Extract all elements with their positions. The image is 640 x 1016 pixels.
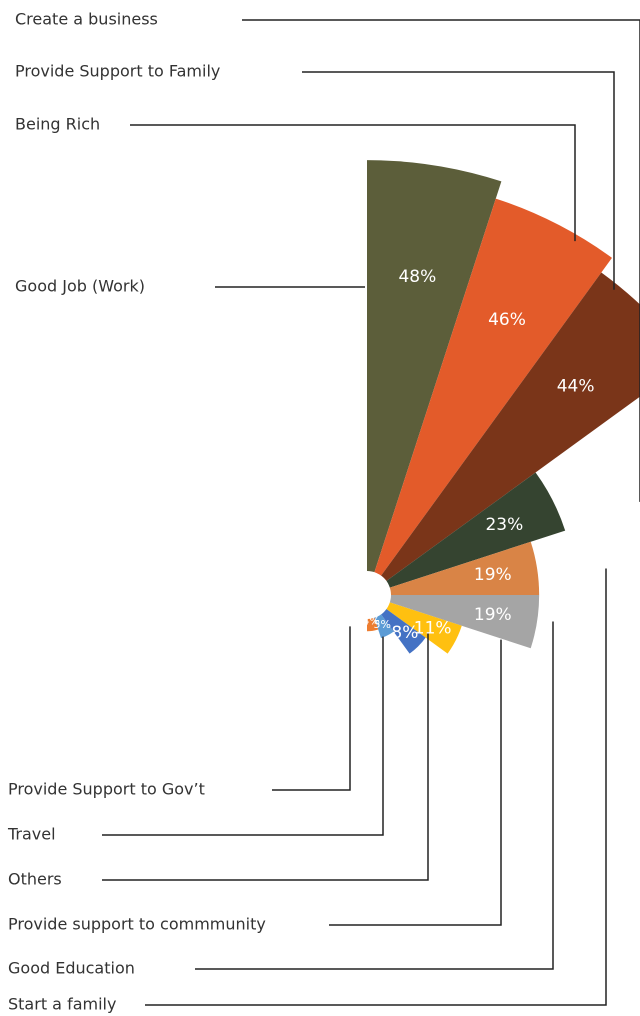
value-label-start-a-family: 19% — [474, 565, 512, 585]
category-label-good-job-work: Good Job (Work) — [15, 277, 145, 296]
chart-sectors — [367, 160, 640, 654]
category-label-create-a-business: Create a business — [15, 10, 158, 29]
category-labels: Good Job (Work) Being Rich Provide Support… — [7, 10, 266, 1014]
value-label-good-job-work: 48% — [398, 267, 436, 287]
value-label-provide-support-to-family: 44% — [557, 376, 595, 396]
category-label-others: Others — [8, 870, 62, 889]
center-hole — [343, 571, 391, 619]
category-label-good-education: Good Education — [8, 959, 135, 978]
sector-provide-support-to-commmunity — [367, 595, 462, 654]
value-label-good-education: 19% — [474, 605, 512, 625]
category-label-provide-support-to-commmunity: Provide support to commmunity — [8, 915, 266, 934]
value-label-others: 8% — [391, 623, 418, 643]
sector-good-education — [367, 595, 540, 649]
leader-line-provide-support-to-family — [302, 71, 615, 290]
leader-line-good-education — [195, 621, 554, 970]
sector-good-job-work — [367, 160, 502, 595]
leader-line-create-a-business — [242, 19, 640, 502]
value-label-create-a-business: 23% — [485, 515, 523, 535]
leader-lines — [102, 19, 640, 1006]
leader-line-start-a-family — [145, 568, 607, 1006]
sector-create-a-business — [367, 472, 566, 595]
sector-being-rich — [367, 198, 612, 595]
value-label-provide-support-to-commmunity: 11% — [414, 618, 452, 638]
leader-line-travel — [102, 636, 384, 836]
leader-line-provide-support-to-commmunity — [329, 639, 502, 926]
sector-provide-support-to-family — [367, 272, 640, 595]
category-label-provide-support-to-gov-t: Provide Support to Gov’t — [8, 780, 205, 799]
leader-line-provide-support-to-gov-t — [272, 626, 351, 791]
category-label-travel: Travel — [7, 825, 56, 844]
category-label-start-a-family: Start a family — [8, 995, 116, 1014]
value-label-being-rich: 46% — [488, 310, 526, 330]
category-label-provide-support-to-family: Provide Support to Family — [15, 62, 220, 81]
sector-start-a-family — [367, 541, 540, 595]
category-label-being-rich: Being Rich — [15, 115, 100, 134]
value-labels: 48%46%44%23%19%19%11%8%5%4% — [362, 267, 594, 643]
value-label-travel: 5% — [373, 618, 390, 631]
leader-line-others — [102, 632, 429, 881]
leader-line-being-rich — [130, 124, 576, 242]
